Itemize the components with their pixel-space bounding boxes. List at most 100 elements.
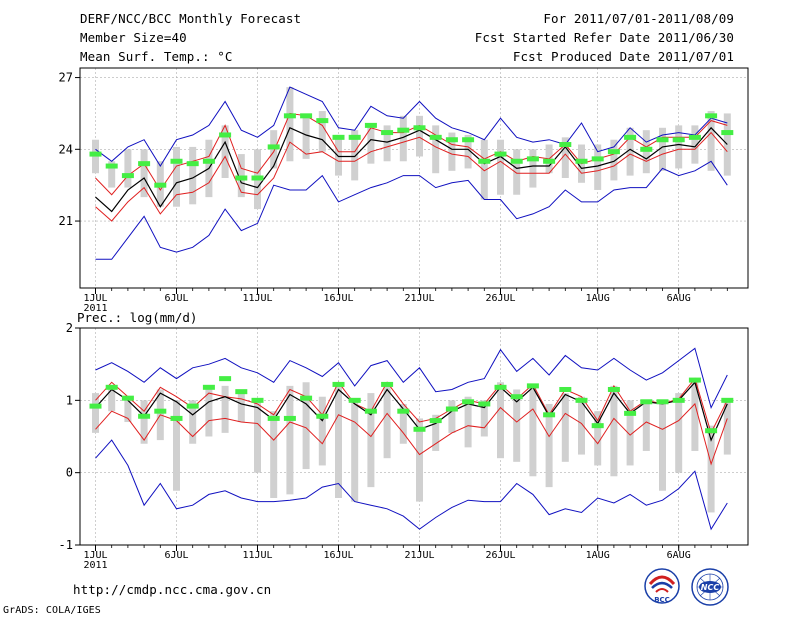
prec-member-bar: [675, 393, 683, 473]
prec-marker: [640, 399, 653, 405]
ncc-logo-text: NCC: [701, 583, 720, 592]
prec-member-bar: [594, 411, 602, 466]
temp-marker: [494, 151, 507, 157]
bcc-logo-icon: BCC: [644, 568, 680, 604]
temp-member-bar: [529, 149, 537, 188]
prec-series-upper: [95, 377, 728, 435]
temp-member-bar: [124, 149, 132, 188]
prec-member-bar: [432, 414, 440, 451]
temp-member-bar: [189, 146, 197, 205]
temp-marker: [170, 158, 183, 164]
temp-year-label: 2011: [83, 303, 107, 314]
temp-marker: [348, 134, 361, 140]
temp-marker: [381, 130, 394, 136]
prec-member-bar: [416, 418, 423, 502]
temp-marker: [656, 137, 669, 143]
temp-marker: [364, 122, 377, 128]
prec-marker: [267, 415, 280, 421]
prec-member-bar: [529, 385, 537, 477]
prec-marker: [251, 397, 264, 403]
temp-xtick-label: 11JUL: [242, 293, 272, 304]
temp-member-bar: [108, 161, 116, 188]
prec-marker: [672, 397, 685, 403]
prec-marker: [413, 426, 426, 432]
prec-marker: [575, 397, 588, 403]
prec-marker: [381, 381, 394, 387]
temp-member-bar: [318, 111, 326, 152]
prec-member-bar: [464, 396, 472, 448]
prec-marker: [478, 401, 491, 407]
prec-member-bar: [254, 400, 261, 473]
temp-marker: [559, 142, 572, 148]
prec-ytick-label: -1: [59, 538, 73, 552]
prec-marker: [445, 406, 458, 412]
prec-series-min: [95, 439, 728, 531]
temp-marker: [397, 127, 410, 133]
prec-marker: [624, 410, 637, 416]
prec-member-bar: [513, 389, 521, 462]
prec-xtick-label: 1JUL: [83, 550, 107, 561]
temp-xtick-label: 6JUL: [164, 293, 188, 304]
temp-member-bar: [383, 125, 391, 162]
temp-member-bar: [610, 139, 618, 181]
temp-member-bar: [399, 115, 407, 162]
prec-marker: [607, 386, 620, 392]
temp-xtick-label: 1JUL: [83, 293, 107, 304]
prec-member-bar: [173, 400, 180, 491]
temp-marker: [154, 182, 167, 188]
prec-marker: [543, 412, 556, 418]
logos: BCC NCC: [644, 568, 729, 606]
prec-marker: [348, 397, 361, 403]
temp-series-max: [95, 86, 728, 167]
prec-member-bar: [399, 403, 407, 444]
temp-marker: [510, 158, 523, 164]
prec-marker: [332, 381, 345, 387]
temp-member-bar: [691, 125, 699, 164]
temp-member-bar: [221, 125, 229, 178]
temp-marker: [283, 113, 296, 119]
temp-ytick-label: 21: [59, 214, 73, 228]
temp-series-lower: [95, 131, 728, 222]
prec-ytick-label: 1: [66, 393, 73, 407]
prec-member-bar: [723, 400, 731, 455]
temp-xtick-label: 6AUG: [667, 293, 691, 304]
prec-member-bar: [92, 393, 99, 433]
temp-marker: [526, 156, 539, 162]
temp-member-bar: [707, 111, 715, 171]
prec-ytick-label: 0: [66, 466, 73, 480]
prec-xtick-label: 21JUL: [404, 550, 434, 561]
temp-series-upper: [95, 112, 728, 196]
prec-member-bar: [237, 393, 245, 423]
variable-label: Mean Surf. Temp.: °C: [80, 49, 233, 64]
prec-member-bar: [545, 403, 553, 488]
prec-marker: [138, 413, 151, 419]
temp-member-bar: [432, 125, 440, 174]
prec-marker: [559, 386, 572, 392]
temp-ytick-label: 24: [59, 142, 73, 156]
temp-marker: [624, 134, 637, 140]
prec-member-bar: [367, 393, 375, 488]
prec-marker: [397, 408, 410, 414]
prec-series-max: [95, 347, 728, 409]
prec-series-lower: [95, 402, 728, 466]
prec-member-bar: [286, 385, 294, 495]
prec-member-bar: [140, 400, 148, 444]
prec-xtick-label: 6AUG: [667, 550, 691, 561]
temp-member-bar: [416, 115, 423, 157]
temperature-chart: 21 24 27 1JUL 6JUL 11JUL 16JUL 21JUL 26JUL 1AUG 6A…: [59, 67, 749, 314]
prec-member-bar: [108, 385, 116, 412]
footer-url[interactable]: http://cmdp.ncc.cma.gov.cn: [73, 582, 272, 597]
temp-member-bar: [675, 125, 683, 169]
temp-marker: [591, 156, 604, 162]
prec-member-bar: [335, 382, 342, 498]
prec-member-bar: [497, 382, 504, 459]
prec-marker: [591, 423, 604, 429]
prec-xtick-label: 16JUL: [323, 550, 353, 561]
temp-marker: [251, 175, 264, 181]
prec-member-bar: [626, 400, 634, 466]
prec-ytick-label: 2: [66, 321, 73, 335]
temp-series-mean: [95, 126, 728, 213]
temp-marker: [575, 158, 588, 164]
temp-marker: [202, 158, 215, 164]
